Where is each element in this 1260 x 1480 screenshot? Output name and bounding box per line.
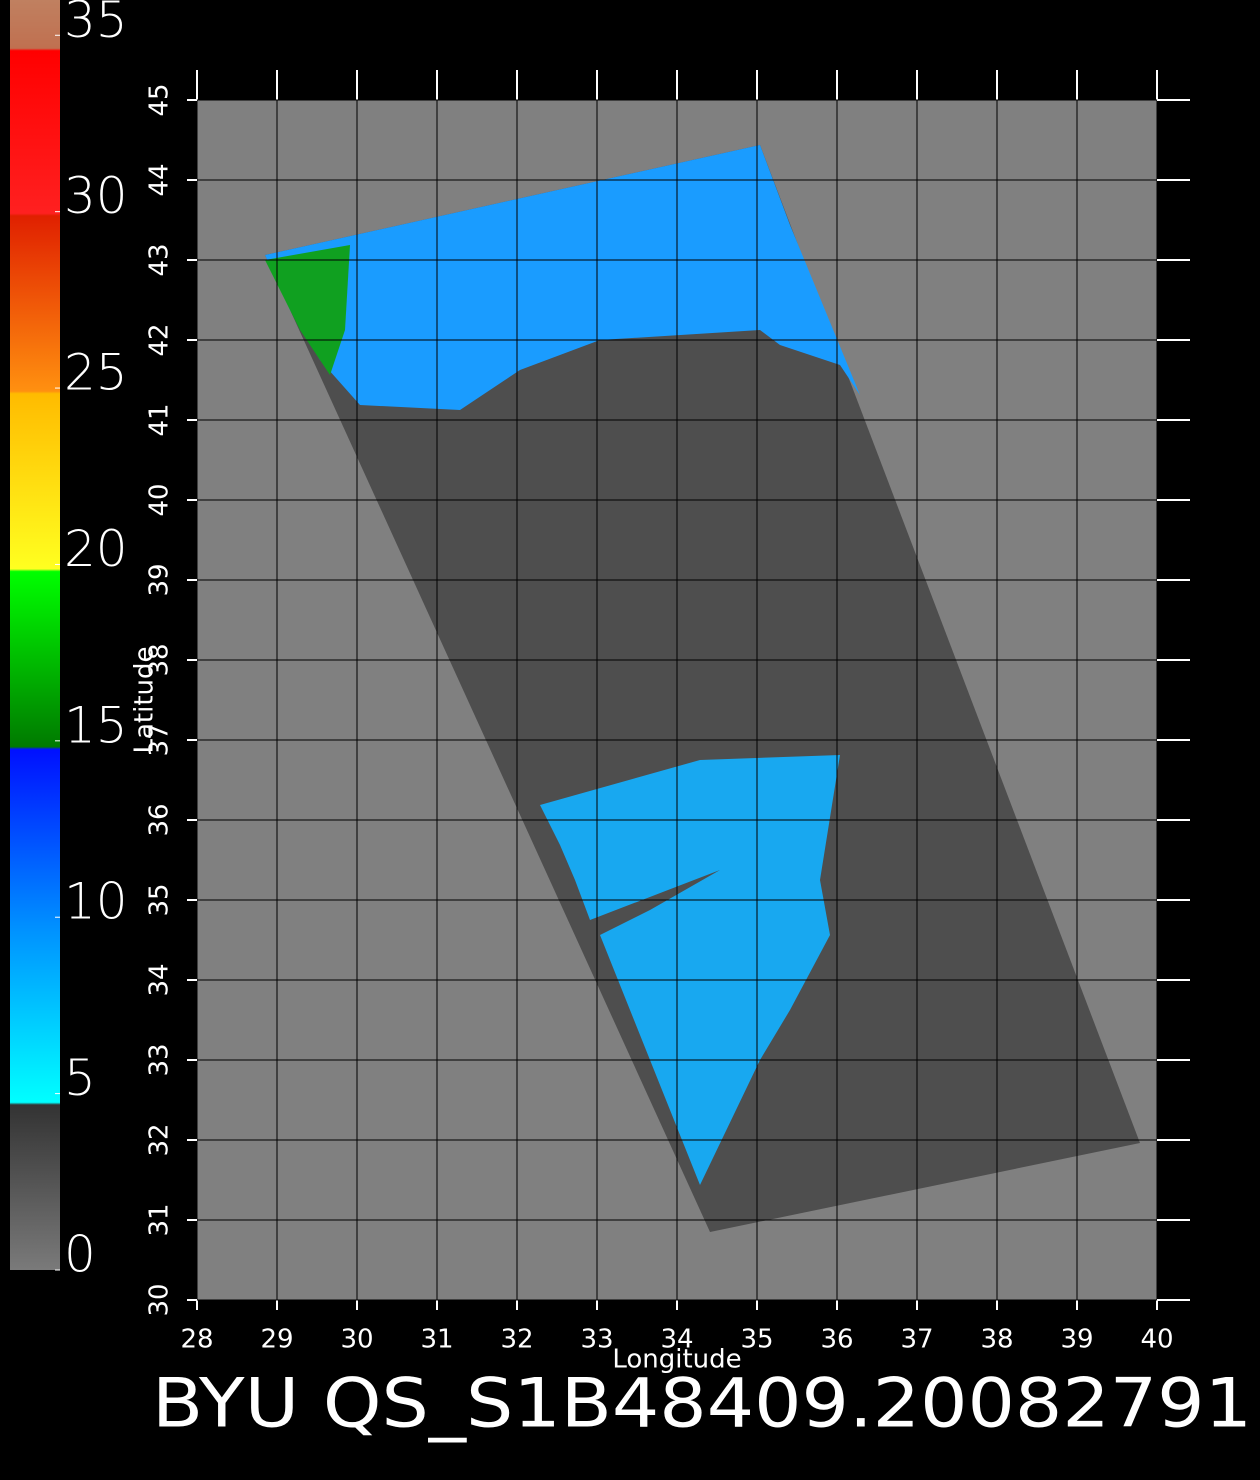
colorbar-label: 20 xyxy=(64,520,128,578)
y-tick-label: 30 xyxy=(145,1283,175,1316)
y-tick-label: 42 xyxy=(145,323,175,356)
colorbar-label: 10 xyxy=(64,873,128,931)
x-tick-label: 39 xyxy=(1060,1325,1093,1355)
y-tick-label: 34 xyxy=(145,963,175,996)
colorbar-label: 30 xyxy=(64,167,128,225)
coastal-region xyxy=(265,245,350,375)
y-tick-label: 43 xyxy=(145,243,175,276)
x-axis-label: Longitude xyxy=(612,1345,741,1375)
colorbar-label: 0 xyxy=(64,1226,96,1284)
title: BYU QS_S1B48409.20082791 xyxy=(152,1365,1252,1444)
y-axis-label: Latitude xyxy=(130,646,160,753)
colorbar-label: 25 xyxy=(64,344,128,402)
y-tick-label: 31 xyxy=(145,1203,175,1236)
x-tick-label: 36 xyxy=(820,1325,853,1355)
y-tick-label: 33 xyxy=(145,1043,175,1076)
y-tick-label: 32 xyxy=(145,1123,175,1156)
black-sea xyxy=(265,145,860,410)
mediterranean xyxy=(540,755,840,1185)
x-tick-label: 35 xyxy=(740,1325,773,1355)
y-tick-label: 44 xyxy=(145,163,175,196)
axes: 28 29 30 31 32 33 34 35 36 37 38 39 40 30 31 32 33 34 35 36… xyxy=(55,0,1190,1355)
colorbar-label: 35 xyxy=(64,0,128,49)
x-tick-label: 29 xyxy=(260,1325,293,1355)
y-tick-label: 38 xyxy=(145,643,175,676)
y-tick-label: 40 xyxy=(145,483,175,516)
colorbar xyxy=(10,0,60,1270)
y-tick-label: 45 xyxy=(145,83,175,116)
y-tick-label: 37 xyxy=(145,723,175,756)
x-tick-label: 30 xyxy=(340,1325,373,1355)
colorbar-label: 15 xyxy=(64,696,128,754)
x-tick-label: 31 xyxy=(420,1325,453,1355)
y-tick-label: 41 xyxy=(145,403,175,436)
x-tick-label: 33 xyxy=(580,1325,613,1355)
x-tick-label: 37 xyxy=(900,1325,933,1355)
x-tick-label: 28 xyxy=(180,1325,213,1355)
y-tick-label: 36 xyxy=(145,803,175,836)
x-tick-label: 34 xyxy=(660,1325,693,1355)
x-tick-label: 32 xyxy=(500,1325,533,1355)
y-tick-label: 35 xyxy=(145,883,175,916)
x-tick-label: 38 xyxy=(980,1325,1013,1355)
colorbar-label: 5 xyxy=(64,1049,96,1107)
y-tick-label: 39 xyxy=(145,563,175,596)
swath xyxy=(265,145,1140,1232)
x-tick-label: 40 xyxy=(1140,1325,1173,1355)
